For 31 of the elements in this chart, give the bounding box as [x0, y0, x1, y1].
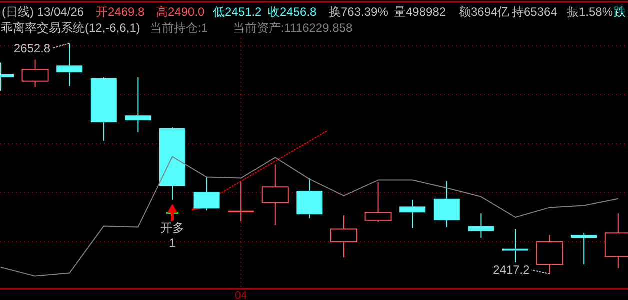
candlestick [90, 76, 117, 142]
annotation: 当前资产:1116229.858 [233, 21, 353, 35]
x-tick-label: 04 [234, 290, 248, 300]
candlestick [434, 180, 460, 228]
annotation: 高2490.0 [156, 5, 206, 19]
annotation: 低2451.2 [213, 5, 262, 19]
annotation: 1 [169, 236, 176, 250]
candlestick [502, 228, 528, 264]
candlestick [262, 164, 289, 226]
annotation: 2417.2 [493, 263, 530, 278]
annotation: 收2456.8 [268, 5, 318, 19]
annotation: 振1.58% [567, 5, 614, 19]
annotation: (日线) 13/04/26 [2, 5, 84, 19]
candlestick [227, 182, 255, 222]
annotation: 额3694亿 [459, 5, 510, 19]
annotation: 当前持仓:1 [150, 21, 208, 35]
candlestick [468, 213, 494, 239]
annotation: 乖离率交易系统(12,-6,6,1) [1, 21, 140, 35]
candlestick [160, 126, 186, 200]
annotation: 开2469.8 [96, 5, 146, 19]
annotation: 量498982 [394, 5, 446, 19]
candlestick [571, 232, 598, 266]
candlestick [296, 178, 323, 219]
annotation: 跌 [614, 5, 626, 19]
candlestick [330, 215, 358, 258]
candlestick [125, 76, 152, 133]
annotation: 开多 [160, 221, 184, 235]
candlestick [400, 199, 426, 229]
annotation: 持65364 [512, 5, 558, 19]
annotation: 换763.39% [329, 5, 389, 19]
annotation: 2652.8 [14, 41, 51, 56]
